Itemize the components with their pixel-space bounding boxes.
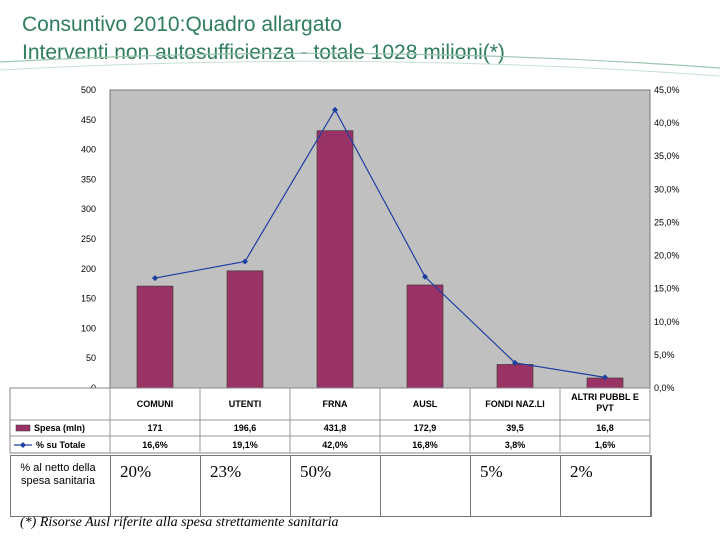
percent-point xyxy=(422,273,428,280)
y-left-tick-label: 250 xyxy=(81,234,96,244)
x-category-label: FRNA xyxy=(323,399,348,409)
extra-row-value: 5% xyxy=(480,462,503,481)
bar xyxy=(406,284,444,389)
y-right-tick-label: 40,0% xyxy=(654,118,680,128)
extra-row-value: 20% xyxy=(120,462,152,481)
y-right-tick-label: 15,0% xyxy=(654,284,680,294)
x-category-label: COMUNI xyxy=(137,399,174,409)
y-right-tick-label: 10,0% xyxy=(654,317,680,327)
percent-point xyxy=(152,275,158,282)
bar xyxy=(136,285,174,389)
y-right-tick-label: 30,0% xyxy=(654,184,680,194)
y-left-tick-label: 500 xyxy=(81,85,96,95)
percent-point xyxy=(332,106,338,113)
y-left-tick-label: 300 xyxy=(81,204,96,214)
percent-value-label: 1,6% xyxy=(595,440,616,450)
percent-line xyxy=(154,108,606,378)
legend-bar-label: Spesa (mln) xyxy=(34,423,85,433)
extra-row-divider xyxy=(560,455,561,516)
percent-point xyxy=(512,359,518,366)
bar-value-label: 171 xyxy=(147,423,162,433)
y-left-tick-label: 400 xyxy=(81,145,96,155)
extra-row-divider xyxy=(380,455,381,516)
y-right-tick-label: 45,0% xyxy=(654,85,680,95)
y-left-tick-label: 100 xyxy=(81,323,96,333)
percent-value-label: 19,1% xyxy=(232,440,258,450)
y-left-tick-label: 350 xyxy=(81,174,96,184)
extra-row-value: 50% xyxy=(300,462,332,481)
y-right-tick-label: 0,0% xyxy=(654,383,675,393)
extra-row-value: 23% xyxy=(210,462,242,481)
legend-line-marker xyxy=(20,442,26,448)
y-right-tick-label: 35,0% xyxy=(654,151,680,161)
y-left-tick-label: 200 xyxy=(81,264,96,274)
percent-value-label: 16,8% xyxy=(412,440,438,450)
bar-value-label: 196,6 xyxy=(234,423,257,433)
y-left-tick-label: 150 xyxy=(81,294,96,304)
bar xyxy=(316,130,354,389)
y-left-tick-label: 50 xyxy=(86,353,96,363)
x-category-label: ALTRI PUBBL E PVT xyxy=(571,392,639,413)
extra-row-label: % al netto della spesa sanitaria xyxy=(20,462,96,487)
title-line-1: Consuntivo 2010:Quadro allargato xyxy=(22,13,342,36)
legend-line-label: % su Totale xyxy=(36,440,85,450)
extra-row-divider xyxy=(470,455,471,516)
x-category-label: FONDI NAZ.LI xyxy=(485,399,545,409)
extra-row-box xyxy=(10,455,652,517)
extra-row-divider xyxy=(650,455,651,516)
y-right-tick-label: 5,0% xyxy=(654,350,675,360)
y-right-tick-label: 25,0% xyxy=(654,217,680,227)
extra-row-divider xyxy=(290,455,291,516)
percent-value-label: 16,6% xyxy=(142,440,168,450)
extra-row-divider xyxy=(200,455,201,516)
footnote: (*) Risorse Ausl riferite alla spesa str… xyxy=(20,515,339,530)
bar xyxy=(496,364,534,389)
plot-area xyxy=(109,89,651,389)
bar-value-label: 172,9 xyxy=(414,423,437,433)
combo-chart: 0501001502002503003504004505000,0%5,0%10… xyxy=(9,85,680,454)
percent-value-label: 3,8% xyxy=(505,440,526,450)
y-right-tick-label: 20,0% xyxy=(654,251,680,261)
percent-point xyxy=(602,374,608,381)
extra-row-divider xyxy=(110,455,111,516)
percent-value-label: 42,0% xyxy=(322,440,348,450)
y-left-tick-label: 450 xyxy=(81,115,96,125)
x-category-label: UTENTI xyxy=(229,399,262,409)
extra-row-value: 2% xyxy=(570,462,593,481)
x-category-label: AUSL xyxy=(413,399,438,409)
bar-value-label: 431,8 xyxy=(324,423,347,433)
bar xyxy=(226,270,264,389)
bar-value-label: 39,5 xyxy=(506,423,524,433)
bar-value-label: 16,8 xyxy=(596,423,614,433)
legend-bar-key xyxy=(15,424,31,432)
percent-point xyxy=(242,258,248,265)
